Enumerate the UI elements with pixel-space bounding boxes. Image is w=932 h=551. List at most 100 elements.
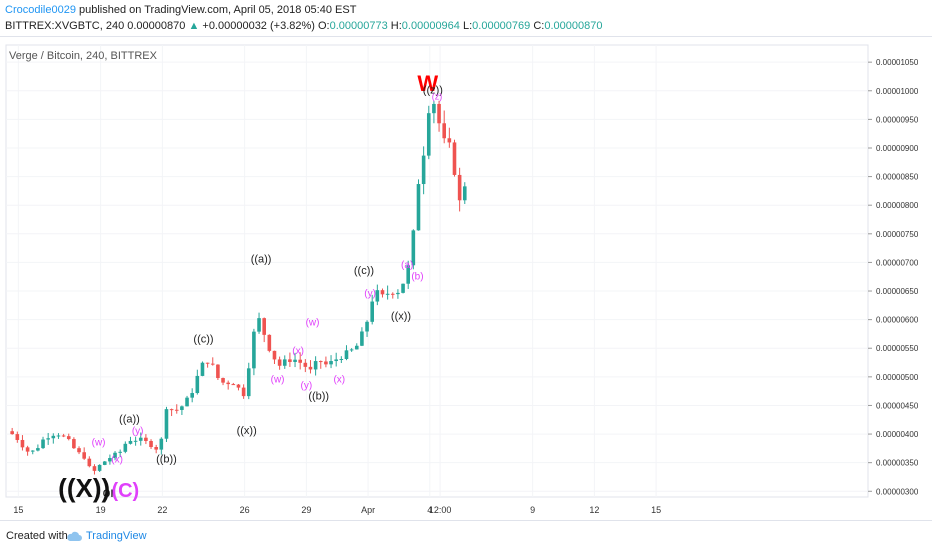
x-tick-label: 12:00 <box>429 505 452 515</box>
candle-body <box>334 359 338 362</box>
y-tick-label: 0.00000500 <box>876 373 919 382</box>
candlestick-chart[interactable]: W((z))(z)((a))((c))((a))(y)(w)(x) ((b))((… <box>0 37 932 521</box>
candle-body <box>82 452 86 459</box>
candle-body <box>149 440 153 448</box>
candle-body <box>133 440 138 442</box>
x-tick-label: 29 <box>301 505 311 515</box>
candle-body <box>66 436 71 440</box>
plot-border <box>5 44 869 498</box>
wave-label: ((a)) <box>251 253 272 265</box>
wave-label: (w) <box>92 438 106 449</box>
candle-body <box>236 384 241 388</box>
candle-body <box>293 359 297 362</box>
candle-body <box>15 434 20 440</box>
candle-body <box>272 350 277 360</box>
candle-body <box>396 292 400 295</box>
candle-body <box>452 142 457 175</box>
y-tick-label: 0.00000600 <box>876 316 919 325</box>
candle-body <box>46 438 50 440</box>
candle-body <box>231 384 236 386</box>
author-link[interactable]: Crocodile0029 <box>5 4 76 16</box>
candle-body <box>174 409 179 411</box>
candle-body <box>92 466 97 471</box>
candle-body <box>210 363 215 365</box>
tradingview-link[interactable]: TradingView <box>86 530 147 542</box>
candle-body <box>354 345 359 350</box>
candle-body <box>288 359 292 362</box>
candle-body <box>226 382 230 385</box>
candle-body <box>344 350 349 360</box>
candle-body <box>421 155 426 185</box>
y-tick-label: 0.00000550 <box>876 344 919 353</box>
y-tick-label: 0.00000950 <box>876 115 919 124</box>
candle-body <box>349 349 354 351</box>
candle-body <box>262 318 266 335</box>
high-value: 0.00000964 <box>401 20 460 32</box>
wave-annotations: W((z))(z)((a))((c))((a))(y)(w)(x) ((b))((… <box>58 71 443 503</box>
candle-body <box>144 437 148 441</box>
y-tick-label: 0.00000750 <box>876 230 919 239</box>
candle-body <box>442 123 447 139</box>
x-tick-label: 9 <box>530 505 535 515</box>
wave-label: ((x)) <box>391 311 411 323</box>
candle-body <box>365 321 369 332</box>
candle-body <box>164 409 169 439</box>
x-tick-label: 12 <box>589 505 599 515</box>
candle-body <box>138 437 143 441</box>
wave-label: (x) <box>292 346 304 357</box>
candle-body <box>77 448 81 453</box>
candle-body <box>123 443 128 452</box>
x-tick-label: 22 <box>157 505 167 515</box>
x-tick-label: 15 <box>651 505 661 515</box>
candle-body <box>462 186 467 201</box>
y-tick-label: 0.00000300 <box>876 487 919 496</box>
y-tick-label: 0.00001000 <box>876 87 919 96</box>
wave-label: ((b)) <box>156 454 177 466</box>
x-tick-label: 19 <box>96 505 106 515</box>
high-label: H: <box>387 20 402 32</box>
candle-body <box>360 331 364 346</box>
candle-body <box>313 361 318 370</box>
candle-body <box>406 265 410 284</box>
candle-body <box>380 290 385 295</box>
candle-body <box>426 113 431 156</box>
wave-label: (C) <box>111 480 139 502</box>
candle-body <box>30 450 35 452</box>
candle-body <box>102 461 107 465</box>
change-text: +0.00000032 (+3.82%) <box>202 20 315 32</box>
candle-body <box>128 440 133 444</box>
wave-label: (y) <box>301 380 313 391</box>
wave-label: or <box>103 484 116 500</box>
candle-body <box>257 318 261 332</box>
wave-label: W <box>417 71 438 96</box>
wave-label: (x) <box>333 375 345 386</box>
candle-body <box>339 359 344 361</box>
wave-label: ((X)) <box>58 473 110 503</box>
candle-body <box>205 362 210 364</box>
wave-label: (b) <box>411 272 423 283</box>
symbol-text: BITTREX:XVGBTC, 240 0.00000870 <box>5 20 189 32</box>
candle-body <box>324 361 328 365</box>
candle-body <box>416 184 421 231</box>
chart-title: Verge / Bitcoin, 240, BITTREX <box>9 50 158 62</box>
x-tick-label: Apr <box>361 505 375 515</box>
chart-area[interactable]: W ((z)) (z) ((a)) ((c)) ((a)) (y) (w) (x) ((b))((… <box>0 36 932 521</box>
symbol-line: BITTREX:XVGBTC, 240 0.00000870 ▲ +0.0000… <box>5 20 602 32</box>
y-tick-label: 0.00000700 <box>876 258 919 267</box>
candle-body <box>385 293 390 295</box>
footer: Created with TradingView <box>0 520 932 551</box>
candle-body <box>154 447 158 450</box>
candle-body <box>447 138 452 143</box>
open-value: 0.00000773 <box>329 20 388 32</box>
candle-body <box>118 451 122 453</box>
candle-body <box>308 366 313 370</box>
candle-body <box>169 409 174 411</box>
open-label: O: <box>314 20 330 32</box>
candle-body <box>20 439 25 448</box>
candle-body <box>267 334 272 351</box>
candle-body <box>375 290 380 302</box>
y-tick-label: 0.00001050 <box>876 58 919 67</box>
axes: 0.00000300 0.00000350 0.00000400 0.00000450… <box>13 58 918 515</box>
candles <box>10 100 467 475</box>
candle-body <box>10 431 14 435</box>
